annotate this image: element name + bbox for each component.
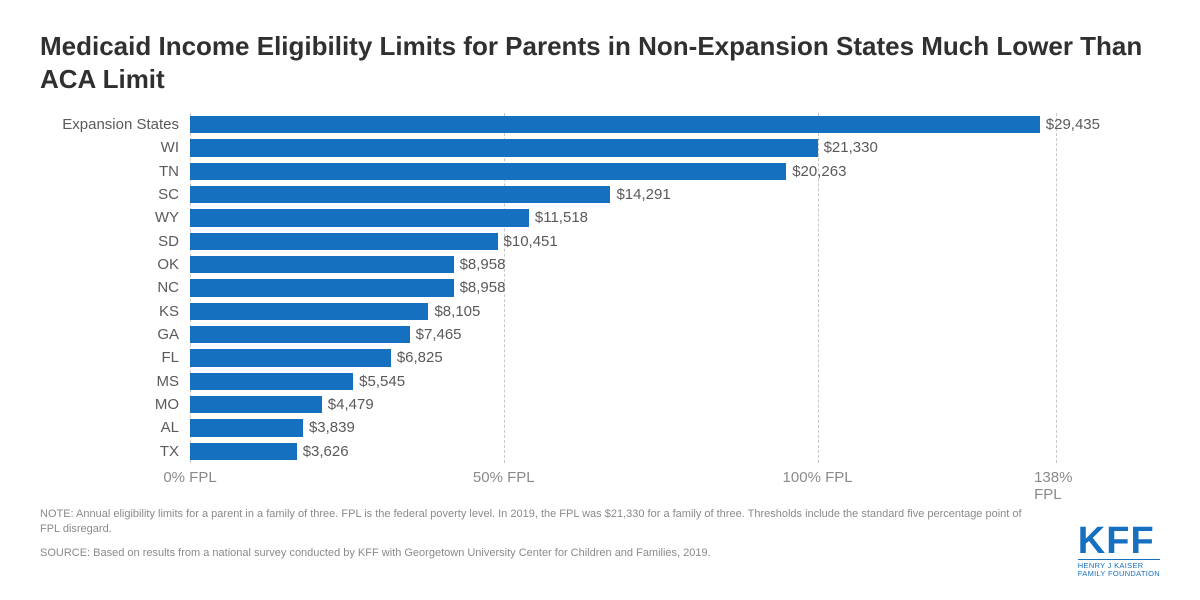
bar [190,373,353,390]
category-label: AL [40,419,185,436]
logo-sub-line2: FAMILY FOUNDATION [1078,570,1160,578]
bar [190,396,322,413]
logo-main: KFF [1078,524,1160,558]
bar-row: TN$20,263 [190,160,1100,183]
bar-row: AL$3,839 [190,416,1100,439]
x-axis: 0% FPL50% FPL100% FPL138% FPL [190,465,1100,493]
category-label: SD [40,233,185,250]
bar-row: TX$3,626 [190,440,1100,463]
bar-row: WY$11,518 [190,206,1100,229]
bar [190,349,391,366]
category-label: TN [40,163,185,180]
bar-row: NC$8,958 [190,276,1100,299]
bar-row: FL$6,825 [190,346,1100,369]
category-label: TX [40,443,185,460]
category-label: NC [40,279,185,296]
value-label: $14,291 [610,186,670,203]
bar [190,209,529,226]
bar [190,326,410,343]
bar [190,256,454,273]
bar-row: MS$5,545 [190,370,1100,393]
category-label: SC [40,186,185,203]
bar [190,186,610,203]
bar [190,303,428,320]
category-label: Expansion States [40,116,185,133]
note-text: NOTE: Annual eligibility limits for a pa… [40,507,1040,537]
category-label: WI [40,139,185,156]
bar [190,419,303,436]
bar-row: KS$8,105 [190,300,1100,323]
category-label: KS [40,303,185,320]
category-label: OK [40,256,185,273]
x-tick-label: 0% FPL [163,469,216,486]
x-tick-label: 100% FPL [783,469,853,486]
value-label: $4,479 [322,396,374,413]
bar [190,139,818,156]
bar [190,116,1040,133]
bar-row: GA$7,465 [190,323,1100,346]
value-label: $11,518 [529,209,588,226]
x-tick-label: 138% FPL [1034,469,1078,503]
bar-row: Expansion States$29,435 [190,113,1100,136]
category-label: WY [40,209,185,226]
chart-area: Expansion States$29,435WI$21,330TN$20,26… [40,113,1160,493]
bar [190,443,297,460]
bar-row: SD$10,451 [190,230,1100,253]
bar-row: OK$8,958 [190,253,1100,276]
bar-row: WI$21,330 [190,136,1100,159]
kff-logo: KFF HENRY J KAISER FAMILY FOUNDATION [1078,524,1160,578]
bar [190,233,498,250]
category-label: MS [40,373,185,390]
category-label: MO [40,396,185,413]
category-label: FL [40,349,185,366]
value-label: $3,626 [297,443,349,460]
value-label: $7,465 [410,326,462,343]
chart-title: Medicaid Income Eligibility Limits for P… [40,30,1160,95]
bar [190,163,786,180]
value-label: $5,545 [353,373,405,390]
value-label: $8,105 [428,303,480,320]
value-label: $10,451 [498,233,558,250]
bar [190,279,454,296]
value-label: $6,825 [391,349,443,366]
value-label: $3,839 [303,419,355,436]
source-text: SOURCE: Based on results from a national… [40,547,1160,559]
value-label: $8,958 [454,256,506,273]
value-label: $21,330 [818,139,878,156]
bar-row: MO$4,479 [190,393,1100,416]
category-label: GA [40,326,185,343]
bars-container: Expansion States$29,435WI$21,330TN$20,26… [190,113,1100,463]
x-tick-label: 50% FPL [473,469,535,486]
value-label: $8,958 [454,279,506,296]
value-label: $29,435 [1040,116,1100,133]
bar-row: SC$14,291 [190,183,1100,206]
value-label: $20,263 [786,163,846,180]
